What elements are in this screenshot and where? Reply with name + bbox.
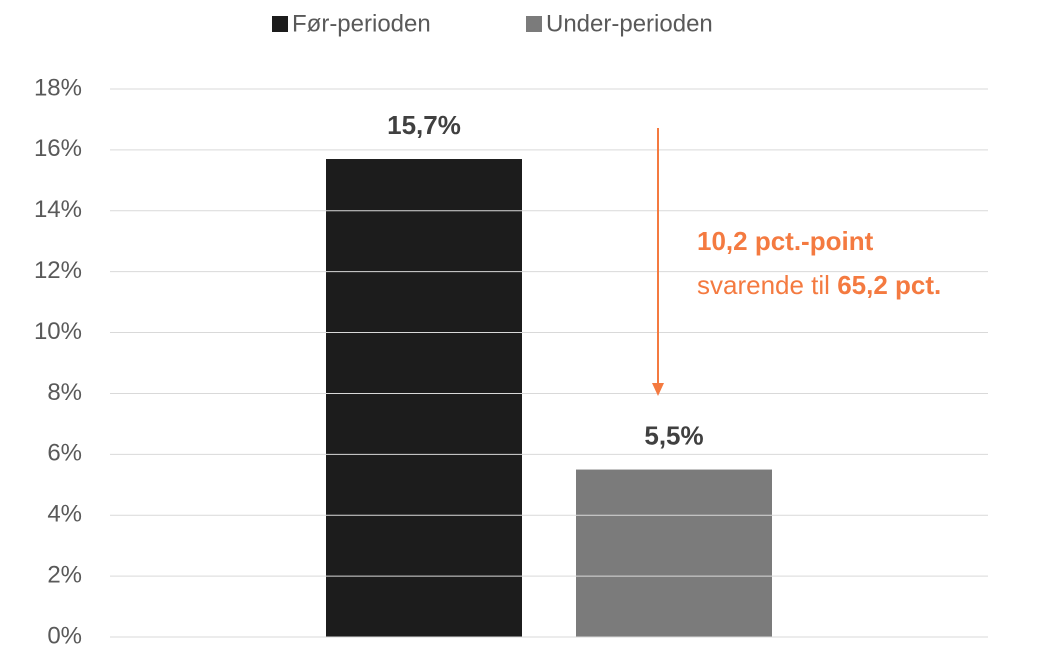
- y-tick-label: 14%: [34, 196, 82, 223]
- y-tick-label: 6%: [47, 440, 82, 467]
- bar: [326, 159, 522, 637]
- y-tick-label: 0%: [47, 622, 82, 649]
- legend-swatch: [526, 16, 542, 32]
- data-label: 15,7%: [387, 110, 461, 140]
- y-tick-label: 4%: [47, 501, 82, 528]
- legend-swatch: [272, 16, 288, 32]
- bar: [576, 469, 772, 637]
- annotation-bold: 65,2 pct.: [837, 270, 941, 300]
- legend-label: Før-perioden: [292, 10, 431, 37]
- annotation-arrowhead: [652, 383, 664, 396]
- y-tick-label: 10%: [34, 318, 82, 345]
- legend-label: Under-perioden: [546, 10, 713, 37]
- y-tick-label: 2%: [47, 561, 82, 588]
- annotation-line1: 10,2 pct.-point: [697, 226, 874, 256]
- y-tick-label: 8%: [47, 379, 82, 406]
- annotation-text: svarende til: [697, 270, 830, 300]
- y-tick-label: 16%: [34, 135, 82, 162]
- y-tick-label: 12%: [34, 257, 82, 284]
- y-tick-label: 18%: [34, 74, 82, 101]
- annotation-line2: svarende til 65,2 pct.: [697, 270, 941, 300]
- data-label: 5,5%: [644, 420, 703, 450]
